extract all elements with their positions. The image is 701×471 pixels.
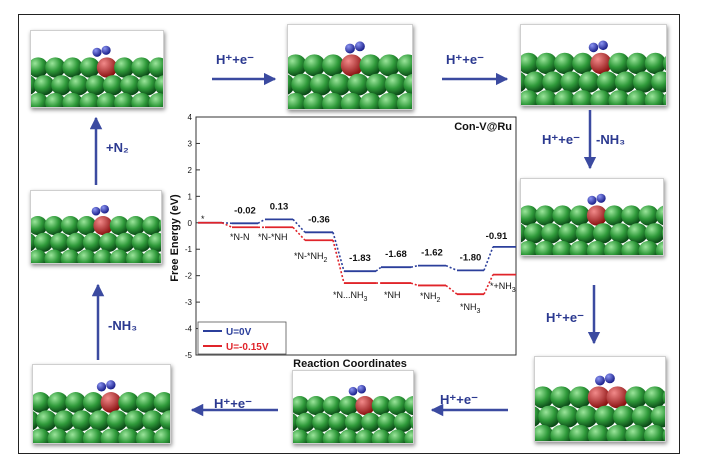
label-n-nh3: *N...NH3 [333, 290, 368, 303]
series-1-connector-5 [410, 282, 419, 287]
y-tick-label: 2 [188, 166, 193, 175]
series-1-connector-3 [332, 240, 345, 284]
y-tick-label: 3 [188, 139, 193, 148]
structure-panel-n [520, 178, 664, 256]
labels-layer: -0.02 0.13 -0.36 -1.83 -1.68 -1.62 -1.80 -0.91 [234, 201, 508, 264]
series-layer [198, 218, 516, 296]
slab-model [288, 41, 412, 109]
slab-model [293, 384, 413, 443]
y-tick-label: -4 [185, 325, 193, 334]
series-0-connector-2 [292, 218, 306, 233]
value-label-5: -1.62 [421, 248, 443, 259]
label-nh2: *NH2 [420, 291, 441, 304]
label-n-nh2: *N-*NH2 [294, 251, 328, 264]
slab-model [521, 40, 666, 105]
step-label-bottom-1: H⁺+e⁻ [440, 392, 478, 407]
structure-panel-nh [534, 356, 666, 442]
slab-model [33, 380, 170, 443]
value-label-4: -1.68 [385, 249, 407, 260]
series-0-connector-6 [445, 264, 458, 272]
y-tick-label: 1 [188, 192, 193, 201]
label-n-nh: *N-*NH [258, 232, 288, 242]
series-0-connector-4 [375, 266, 382, 272]
series-1-connector-0 [221, 222, 233, 229]
label-star: * [201, 214, 205, 224]
legend-box [197, 321, 287, 355]
figure-frame [18, 14, 680, 454]
legend-label-u015: U=-0.15V [226, 342, 269, 353]
series-1-connector-7 [483, 274, 494, 295]
y-tick-label: 0 [188, 219, 193, 228]
slab-model [521, 193, 663, 255]
legend: U=0V U=-0.15V [197, 321, 287, 355]
x-axis-label: Reaction Coordinates [293, 358, 407, 370]
step-label-left-1: -NH₃ [108, 318, 138, 333]
series-0-connector-5 [410, 264, 419, 268]
value-label-3: -1.83 [349, 253, 371, 264]
y-tick-label: -2 [185, 272, 193, 281]
step-label-bottom-2: H⁺+e⁻ [214, 396, 252, 411]
y-tick-label: -1 [185, 245, 193, 254]
intermediate-labels: * *N-N *N-*NH *N-*NH2 *N...NH3 *NH *NH2 … [201, 214, 516, 315]
y-axis-label: Free Energy (eV) [169, 194, 181, 282]
structure-panel-clean [30, 190, 162, 264]
value-label-2: -0.36 [308, 214, 330, 225]
series-0-connector-1 [257, 218, 266, 225]
label-nh: *NH [384, 290, 401, 300]
value-label-1: 0.13 [270, 201, 289, 212]
legend-label-u0: U=0V [226, 327, 252, 338]
slab-model [31, 204, 161, 263]
structure-panel-nh2 [292, 370, 414, 444]
series-1-connector-2 [292, 226, 306, 241]
series-0-connector-7 [483, 246, 494, 271]
label-nh3: *NH3 [460, 302, 481, 315]
step-label-right-1: H⁺+e⁻ [542, 132, 580, 147]
step-label-right-2: H⁺+e⁻ [546, 310, 584, 325]
series-0-connector-3 [332, 232, 345, 272]
value-label-0: -0.02 [234, 205, 256, 216]
slab-model [31, 45, 163, 107]
plot-area [195, 116, 517, 356]
y-tick-label: 4 [188, 113, 193, 122]
value-label-7: -0.91 [486, 231, 508, 242]
step-label-top-1: H⁺+e⁻ [216, 52, 254, 67]
slab-model [535, 373, 665, 441]
value-label-6: -1.80 [460, 252, 482, 263]
step-label-right-1b: -NH₃ [596, 132, 626, 147]
label-plus-nh3: *+NH3 [490, 281, 516, 294]
chart-title: Con-V@Ru [454, 121, 512, 133]
y-axis: 4 3 2 1 0 -1 -2 -3 -4 -5 [185, 113, 200, 360]
label-n-n: *N-N [230, 232, 250, 242]
y-tick-label: -5 [185, 351, 193, 360]
structure-panel-n2-adsorbed [30, 30, 164, 108]
structure-panel-nnh [287, 24, 413, 110]
structure-panel-nnh2 [520, 24, 667, 106]
step-label-top-2: H⁺+e⁻ [446, 52, 484, 67]
y-tick-label: -3 [185, 298, 193, 307]
structure-panel-nh3 [32, 364, 171, 444]
step-label-left-2: +N₂ [106, 140, 129, 155]
